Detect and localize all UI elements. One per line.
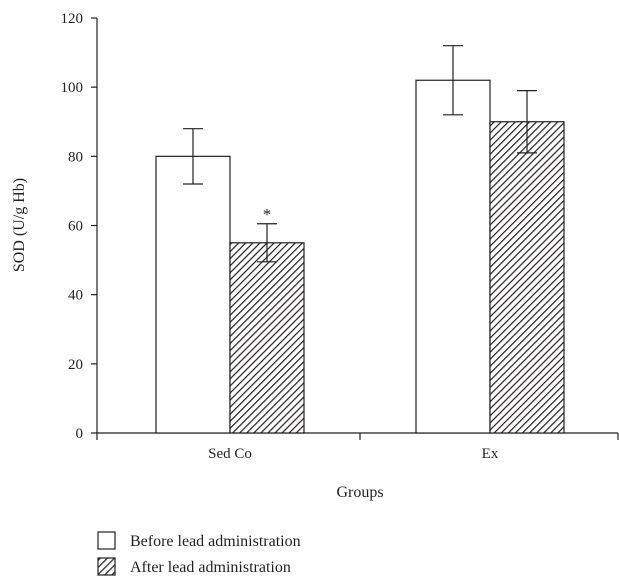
y-tick-label: 60 [68,219,83,235]
x-axis-title: Groups [336,484,383,501]
bar-after-0 [229,242,305,434]
legend-label-after: After lead administration [130,559,291,576]
bar-before-0 [155,155,231,434]
x-tick-label: Sed Co [208,446,252,462]
y-tick-label: 20 [68,357,83,373]
legend: Before lead administration After lead adm… [97,531,301,576]
significance-asterisk: * [263,205,272,224]
y-tick-label: 100 [61,80,84,96]
y-tick-label: 0 [76,426,84,442]
legend-label-before: Before lead administration [130,533,301,550]
y-tick-label: 40 [68,288,83,304]
bar-after-1 [489,121,565,434]
y-tick-label: 120 [61,11,84,27]
x-tick-label: Ex [482,446,499,462]
y-axis-title: SOD (U/g Hb) [11,178,28,272]
legend-swatch-before [97,531,116,550]
plot-area: 0 20 40 60 80 100 120 Sed Co Ex * [61,11,619,462]
legend-swatch-after [97,557,116,576]
bar-before-1 [415,79,491,434]
y-tick-label: 80 [68,149,83,165]
